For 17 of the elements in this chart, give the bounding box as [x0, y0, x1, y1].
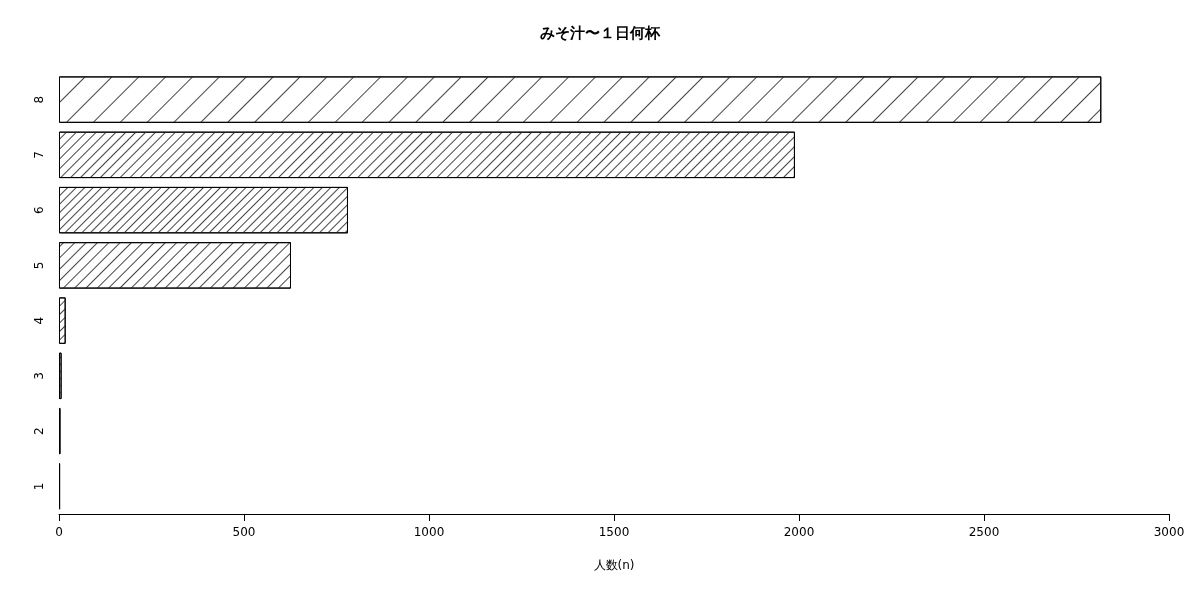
y-tick-label: 4: [32, 316, 46, 325]
x-tick-label: 0: [55, 525, 63, 539]
x-tick-label: 1000: [413, 525, 445, 539]
y-tick-label: 7: [32, 151, 46, 159]
x-tick-label: 3000: [1153, 525, 1185, 539]
x-axis-title: 人数(n): [593, 558, 635, 572]
y-tick-label: 6: [32, 206, 46, 214]
x-tick-label: 2500: [968, 525, 1000, 539]
x-tick-label: 500: [232, 525, 256, 539]
x-tick-label: 1500: [598, 525, 630, 539]
y-tick-label: 3: [32, 372, 46, 380]
y-tick-label: 8: [32, 95, 46, 104]
y-tick-label: 5: [32, 261, 46, 270]
chart-title: みそ汁〜１日何杯: [540, 23, 661, 42]
x-tick-label: 2000: [783, 525, 815, 539]
y-tick-label: 2: [32, 427, 46, 435]
y-tick-label: 1: [32, 482, 46, 491]
